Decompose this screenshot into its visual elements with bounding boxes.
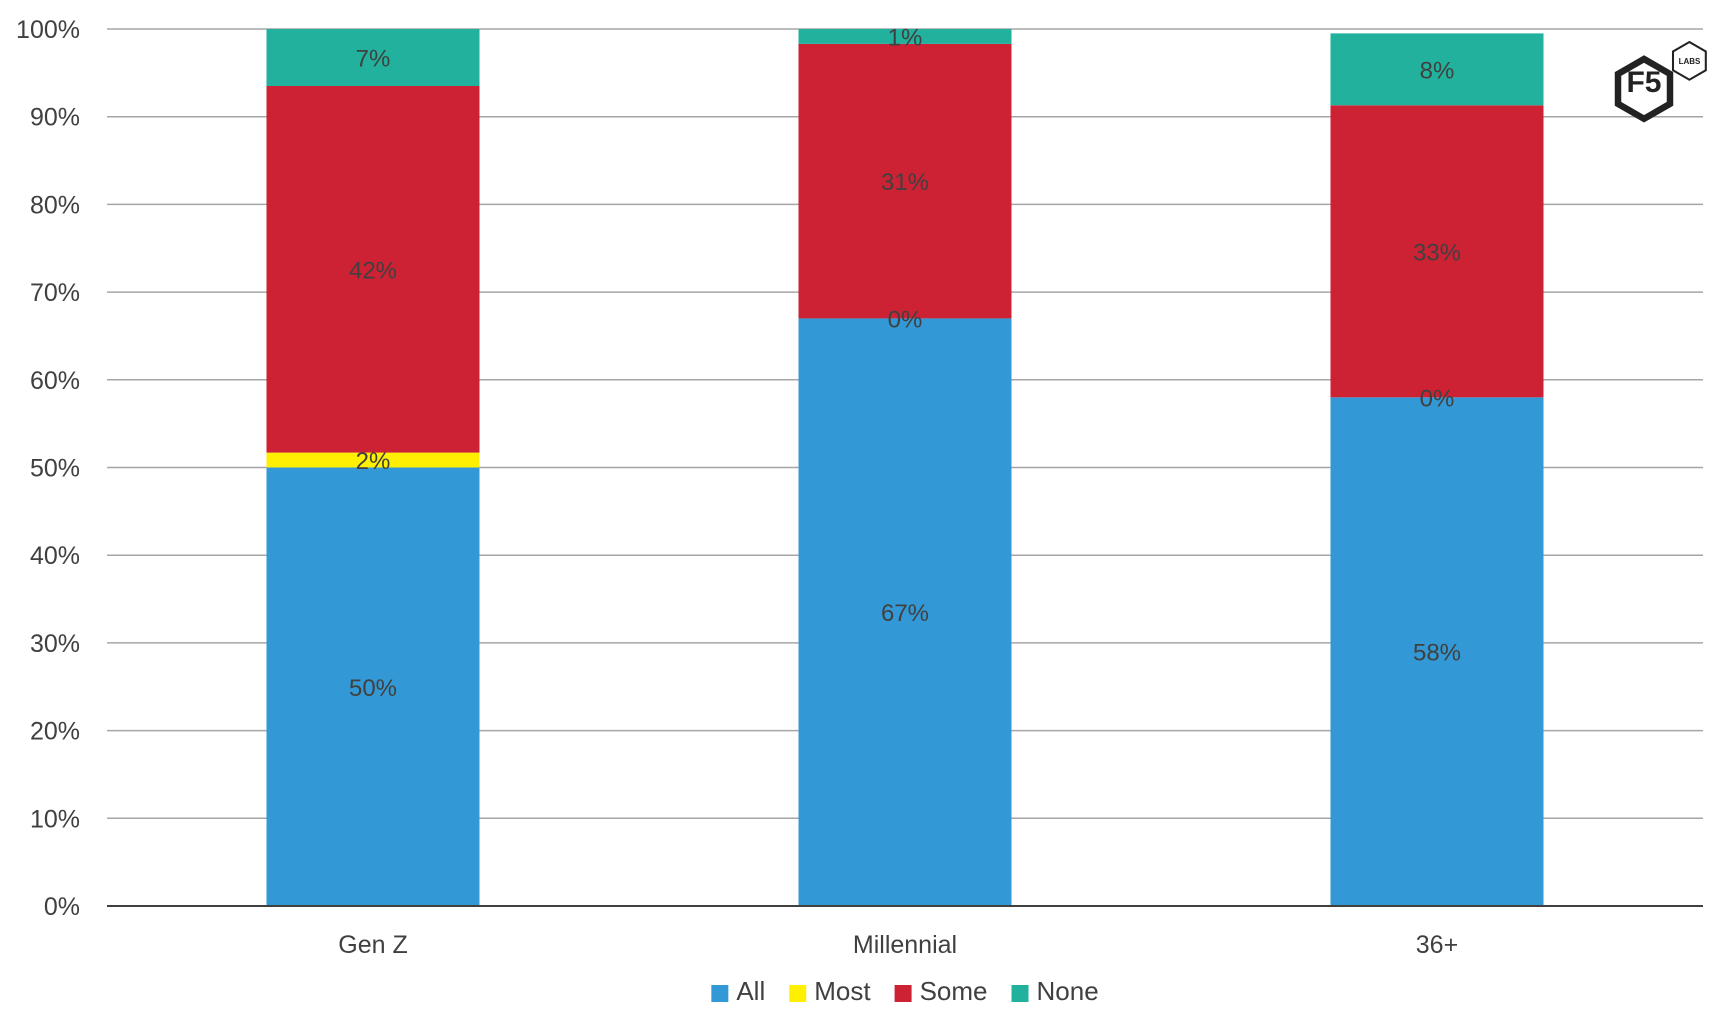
legend-swatch [789,985,807,1002]
data-labels: 50% 2% 42% 7% 67% 0% 31% 1% 58% 0% 33% 8% [349,24,1461,701]
legend-swatch [711,985,729,1002]
y-tick-label: 100% [16,16,80,44]
data-label-most: 2% [356,448,391,475]
bar-segment-none [798,29,1012,44]
data-label-most: 0% [1420,385,1455,412]
data-label-all: 50% [349,675,397,702]
f5-labs-logo: F5 LABS [1614,40,1707,123]
bar-segment-some [266,86,480,453]
legend-swatch [894,985,912,1002]
legend-item-all: All [711,976,765,1006]
legend-label: Most [814,976,871,1006]
legend-swatch [1011,985,1029,1002]
logo-hexagon-outline [1614,55,1674,123]
y-tick-label: 70% [30,279,80,307]
y-tick-label: 40% [30,542,80,570]
axes: 0% 10% 20% 30% 40% 50% 60% 70% 80% 90% 100% Gen Z Mi… [16,16,1703,959]
bars [266,29,1544,906]
data-label-none: 7% [356,46,391,73]
data-label-none: 1% [888,24,923,51]
logo-main-text: F5 [1626,66,1661,99]
y-tick-label: 10% [30,805,80,833]
x-tick-label: Millennial [853,931,957,959]
bar-segment-none [266,29,480,87]
data-label-most: 0% [888,306,923,333]
bar-segment-all [1330,397,1544,906]
logo-badge-text: LABS [1679,57,1701,66]
bar-segment-all [798,318,1012,906]
data-label-none: 8% [1420,57,1455,84]
legend-label: All [736,976,765,1006]
data-label-some: 31% [881,169,929,196]
legend-label: None [1037,976,1099,1006]
y-tick-label: 20% [30,718,80,746]
x-tick-label: Gen Z [338,931,407,959]
bar-segment-some [798,43,1012,319]
bar-segment-none [1330,33,1544,106]
bar-segment-most [266,452,480,468]
y-tick-label: 30% [30,630,80,658]
legend-item-none: None [1011,976,1099,1006]
data-label-all: 58% [1413,640,1461,667]
y-tick-label: 50% [30,455,80,483]
data-label-all: 67% [881,600,929,627]
logo-badge-hexagon [1671,40,1707,81]
data-label-some: 42% [349,257,397,284]
legend-item-most: Most [789,976,871,1006]
y-tick-label: 80% [30,191,80,219]
y-tick-label: 60% [30,367,80,395]
y-tick-label: 90% [30,104,80,132]
y-tick-label: 0% [44,893,80,921]
data-label-some: 33% [1413,239,1461,266]
legend: All Most Some None [711,976,1099,1006]
bar-segment-some [1330,105,1544,398]
legend-item-some: Some [894,976,988,1006]
legend-label: Some [920,976,988,1006]
x-tick-label: 36+ [1416,931,1458,959]
bar-segment-all [266,467,480,906]
